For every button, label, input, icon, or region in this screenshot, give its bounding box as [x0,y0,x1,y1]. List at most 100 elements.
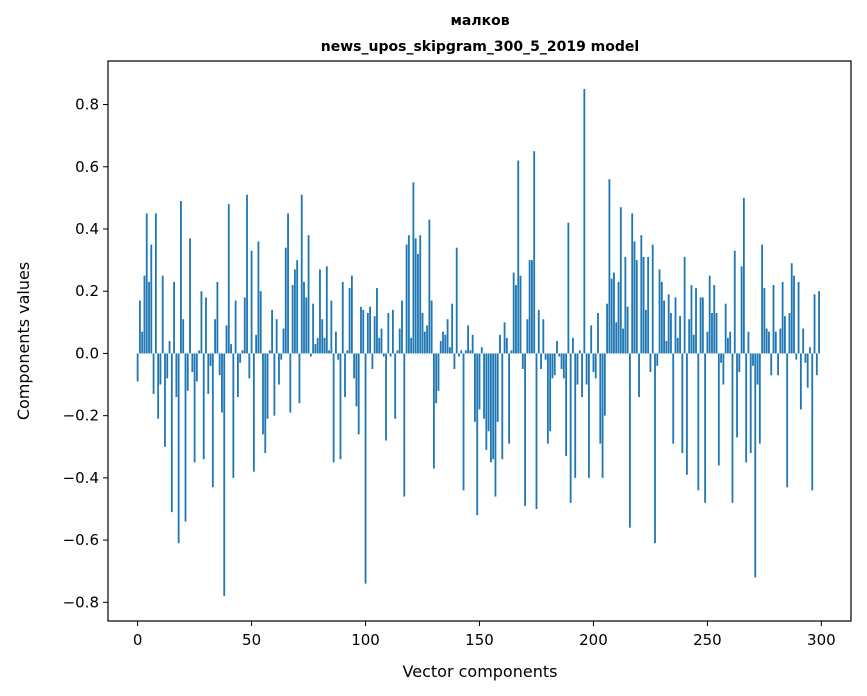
bar [378,337,381,354]
bar [592,353,595,373]
bar [193,353,196,463]
bar [323,337,326,354]
bar [699,297,702,354]
bar [679,316,681,354]
bar [797,281,800,354]
bar [713,285,716,354]
bar [300,194,303,354]
y-tick-label: 0.0 [75,344,99,362]
bar [232,353,235,478]
x-axis: 0 50 100 150 200 250 300 [133,621,836,649]
bar [225,325,228,354]
bar [738,353,741,373]
bar [711,313,713,354]
y-tick-label: −0.6 [63,531,99,549]
bar [578,350,581,354]
y-axis-label: Components values [14,262,33,420]
bar [647,257,650,354]
bar [690,285,693,354]
bar [813,294,816,354]
bar [654,353,656,544]
bar [567,222,570,354]
bar [271,309,274,354]
bar [209,353,212,366]
bar [483,353,485,419]
bar [501,353,504,460]
bar [720,353,722,363]
bar [704,353,707,503]
bar [205,297,207,354]
bar [216,281,219,354]
bar [476,353,479,516]
bar [417,253,419,354]
bar [818,291,820,354]
bar [665,341,668,354]
bar [804,353,807,363]
bar [546,353,549,444]
x-tick-label: 0 [133,631,143,649]
bar [237,353,239,397]
bar [708,275,711,354]
bar [150,244,153,354]
bar [635,260,638,354]
y-tick-label: −0.8 [63,593,99,611]
bar [289,353,292,413]
bar [533,151,536,354]
bar [350,275,353,354]
bar [164,353,166,447]
bar [346,350,349,354]
x-tick-label: 300 [807,631,836,649]
bar [649,353,652,373]
bar [421,313,424,354]
bar [540,353,542,369]
bar [412,182,415,354]
bar [355,353,358,407]
x-tick-label: 250 [693,631,722,649]
bar [177,353,180,544]
bar [339,353,342,460]
bar [692,334,695,354]
bar [556,341,558,354]
bar [519,275,522,354]
bar [168,341,171,354]
bar [442,331,444,354]
x-axis-label: Vector components [403,662,558,681]
bar [494,353,497,497]
bar [186,353,189,391]
bar [774,331,777,354]
bar [353,353,356,379]
bar [763,288,766,354]
bar [410,337,413,354]
bar [786,353,789,488]
bar [660,281,663,354]
bar [428,219,431,354]
bar [316,337,319,354]
bar [430,300,433,354]
bar [674,297,677,354]
bar [644,309,647,354]
y-tick-label: 0.4 [75,220,99,238]
bar [250,250,253,354]
bar [136,353,139,382]
bar [464,350,467,354]
bar [512,272,515,354]
bar [503,322,506,354]
bar [268,350,271,354]
y-tick-label: 0.2 [75,282,99,300]
bar [325,266,328,354]
bar [672,353,675,444]
bar [758,353,761,444]
bar [681,353,684,453]
bar [469,350,472,354]
bar [366,313,369,354]
bar [330,300,333,354]
bar [790,263,793,354]
bar [341,281,344,354]
bar [613,272,615,354]
bar [562,353,565,379]
bar [387,313,390,354]
bar [508,353,511,444]
bar [531,260,533,354]
bar [380,328,383,354]
bar [761,244,764,354]
